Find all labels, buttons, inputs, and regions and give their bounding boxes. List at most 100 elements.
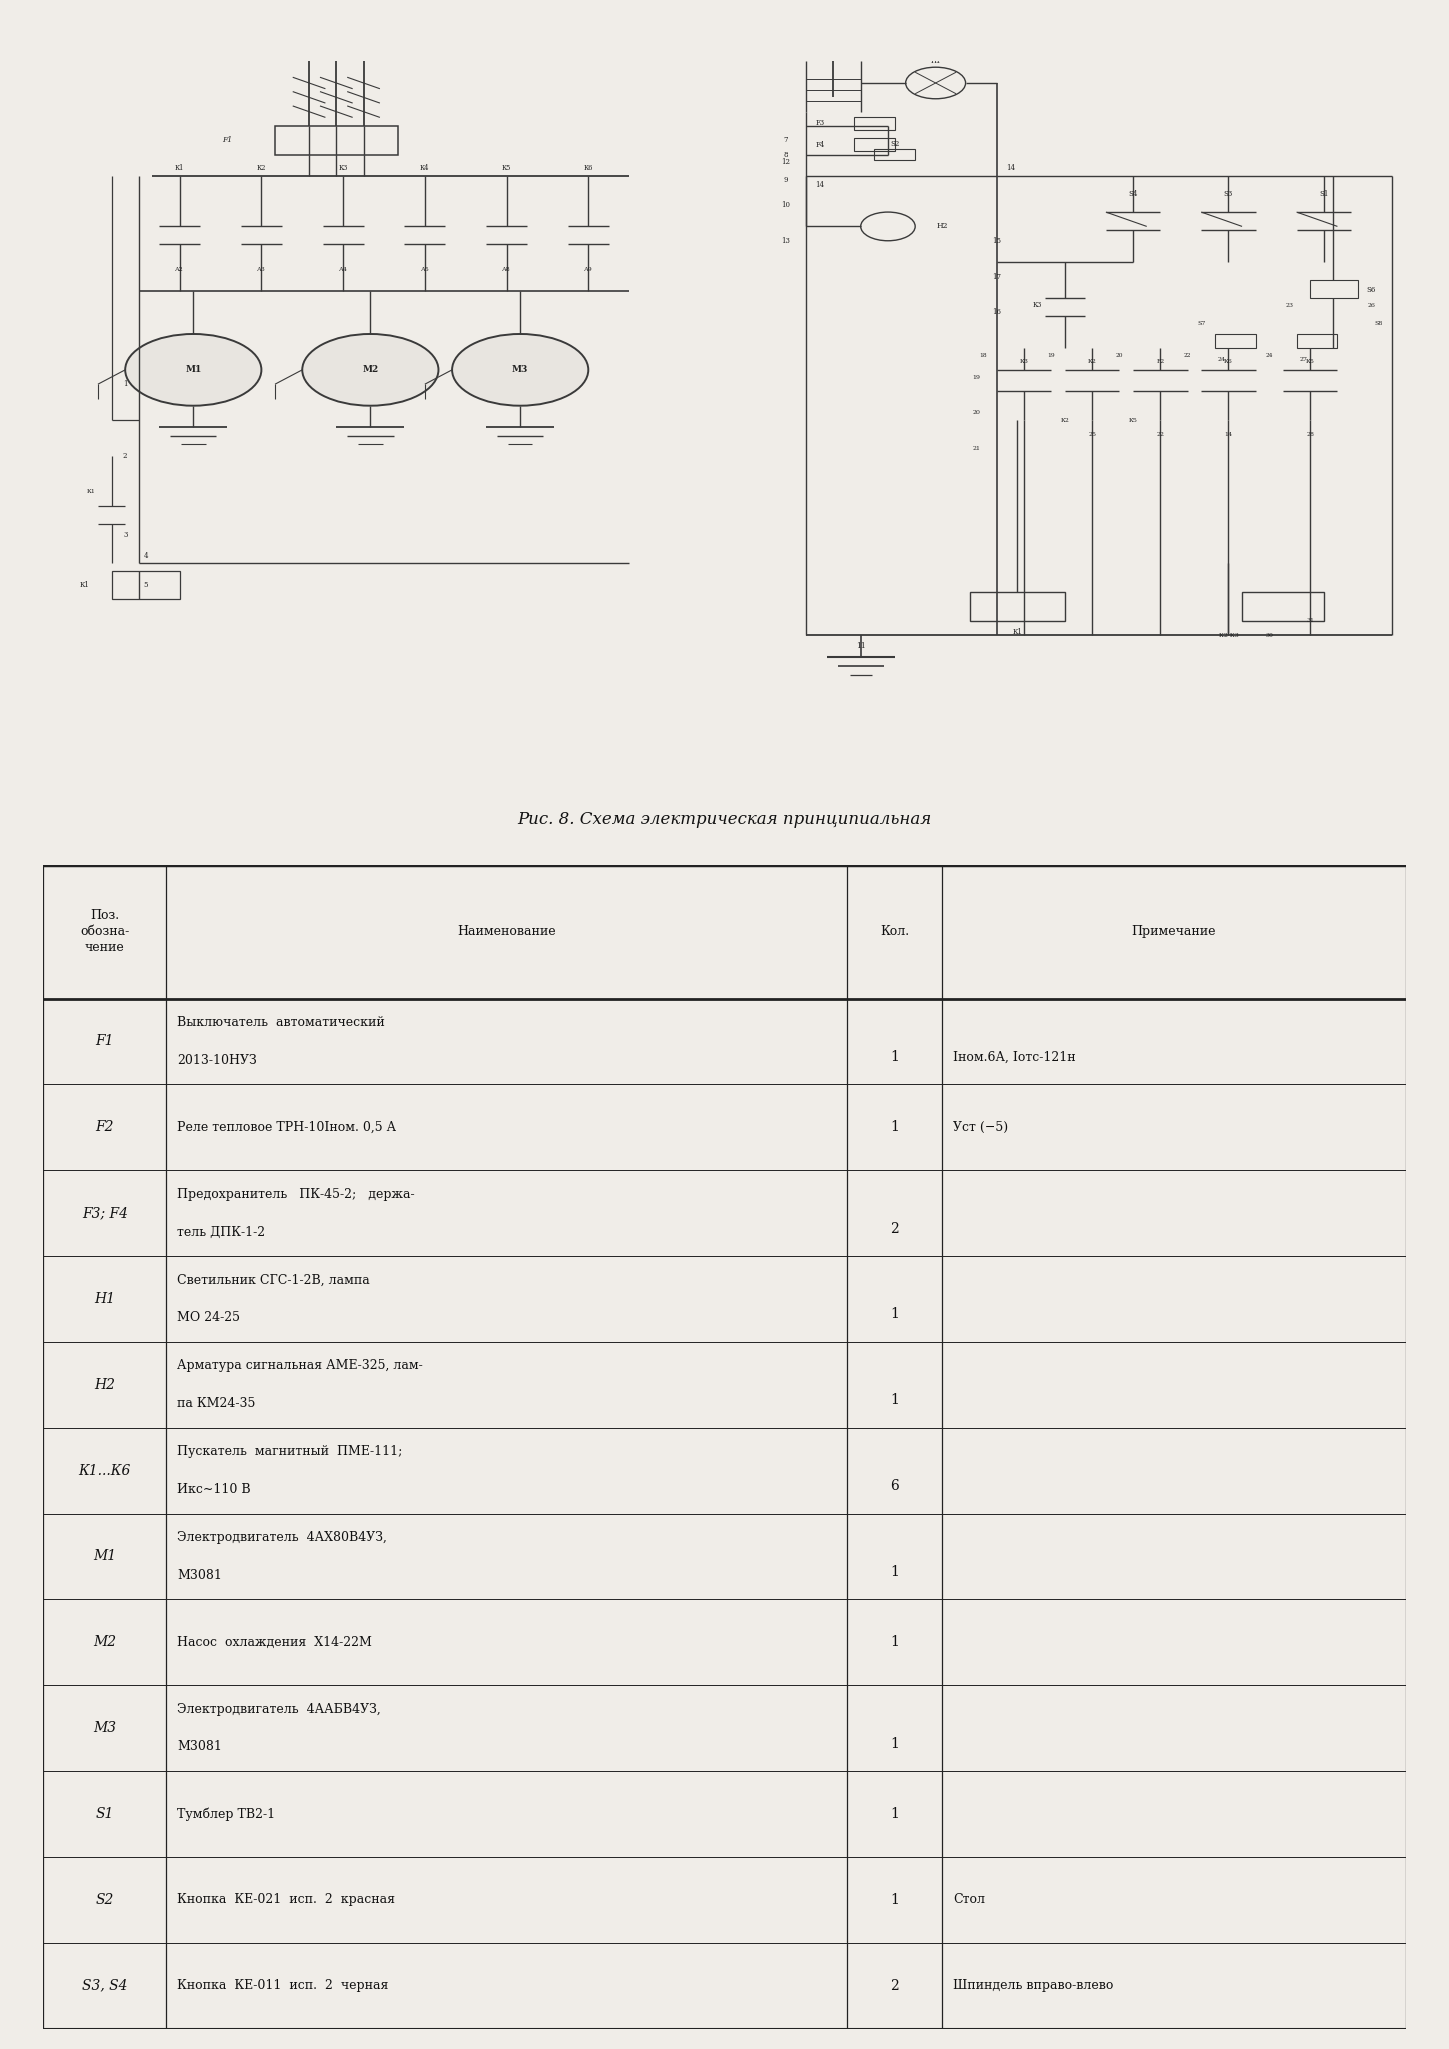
Text: 1: 1 (890, 1738, 900, 1750)
Text: К5: К5 (1306, 359, 1314, 365)
Text: 1: 1 (890, 1049, 900, 1063)
Text: 2: 2 (123, 453, 128, 459)
Text: па КМ24-35: па КМ24-35 (177, 1397, 255, 1410)
Text: М3081: М3081 (177, 1740, 222, 1754)
Text: F3: F3 (816, 119, 824, 127)
Text: 1: 1 (890, 1121, 900, 1135)
Text: 18: 18 (980, 352, 987, 359)
Text: 1: 1 (890, 1893, 900, 1908)
Text: 9: 9 (784, 176, 788, 184)
Text: H1: H1 (930, 57, 940, 66)
Text: Электродвигатель  4ААБВ4УЗ,: Электродвигатель 4ААБВ4УЗ, (177, 1703, 381, 1715)
Text: M1: M1 (93, 1549, 116, 1563)
Text: Светильник СГС-1-2В, лампа: Светильник СГС-1-2В, лампа (177, 1274, 369, 1287)
Text: К3: К3 (1020, 359, 1029, 365)
Text: H1: H1 (94, 1293, 116, 1305)
Text: К1: К1 (87, 490, 96, 494)
Text: S6: S6 (1366, 285, 1377, 293)
Text: 6: 6 (890, 1479, 900, 1494)
Text: S2: S2 (96, 1893, 114, 1908)
Text: F4: F4 (816, 141, 824, 150)
Text: 25: 25 (1088, 432, 1097, 436)
Text: 5: 5 (143, 582, 148, 588)
Bar (853, 117, 895, 129)
Text: 20: 20 (1116, 352, 1123, 359)
Text: 3: 3 (123, 531, 128, 539)
Text: 26: 26 (1368, 303, 1375, 307)
Text: К1...К6: К1...К6 (78, 1463, 130, 1477)
Text: Насос  охлаждения  Х14-22М: Насос охлаждения Х14-22М (177, 1635, 372, 1649)
Text: 17: 17 (993, 273, 1001, 281)
Text: S7: S7 (1197, 322, 1206, 326)
Text: M2: M2 (93, 1635, 116, 1649)
Text: F1: F1 (222, 137, 232, 143)
Text: F3; F4: F3; F4 (81, 1207, 128, 1219)
Text: Примечание: Примечание (1132, 924, 1216, 938)
Text: М1: М1 (185, 365, 201, 375)
Text: Выключатель  автоматический: Выключатель автоматический (177, 1016, 384, 1029)
Text: T2: T2 (849, 43, 859, 51)
Text: 1: 1 (890, 1307, 900, 1322)
Text: А2: А2 (175, 266, 184, 273)
Text: К2: К2 (1088, 359, 1097, 365)
Text: Наименование: Наименование (458, 924, 556, 938)
Text: S8: S8 (1374, 322, 1382, 326)
Text: К3: К3 (339, 164, 348, 172)
Text: 1: 1 (890, 1807, 900, 1822)
Text: Рис. 8. Схема электрическая принципиальная: Рис. 8. Схема электрическая принципиальн… (517, 811, 932, 828)
Text: 1: 1 (123, 381, 128, 387)
Text: 14: 14 (1224, 432, 1233, 436)
Text: 1: 1 (890, 1565, 900, 1580)
Text: 15: 15 (993, 238, 1001, 244)
Text: H2: H2 (94, 1377, 116, 1391)
Text: А9: А9 (584, 266, 593, 273)
Text: Шпиндель вправо-влево: Шпиндель вправо-влево (953, 1979, 1114, 1992)
Text: К5: К5 (1129, 418, 1137, 422)
Circle shape (303, 334, 439, 406)
Text: F1: F1 (96, 1035, 114, 1049)
Text: М3: М3 (511, 365, 529, 375)
Text: 12: 12 (781, 158, 790, 166)
Text: H2: H2 (936, 223, 948, 229)
Text: Кнопка  КЕ-011  исп.  2  черная: Кнопка КЕ-011 исп. 2 черная (177, 1979, 388, 1992)
Text: 19: 19 (972, 375, 981, 379)
Text: К5: К5 (501, 164, 511, 172)
Text: 24: 24 (1217, 357, 1226, 361)
Text: S3: S3 (1224, 191, 1233, 199)
Text: Предохранитель   ПК-45-2;   держа-: Предохранитель ПК-45-2; держа- (177, 1188, 414, 1201)
Bar (1310, 281, 1358, 297)
Text: Кнопка  КЕ-021  исп.  2  красная: Кнопка КЕ-021 исп. 2 красная (177, 1893, 396, 1906)
Text: 1: 1 (890, 1393, 900, 1408)
Bar (1297, 334, 1337, 348)
Text: 23: 23 (1285, 303, 1294, 307)
Text: А3: А3 (256, 266, 265, 273)
Text: 8: 8 (784, 152, 788, 158)
Text: К3: К3 (1033, 301, 1042, 309)
Text: М2: М2 (362, 365, 378, 375)
Text: 24: 24 (1265, 352, 1274, 359)
Text: 19: 19 (1048, 352, 1055, 359)
Text: F2: F2 (96, 1121, 114, 1135)
Text: S3, S4: S3, S4 (83, 1979, 128, 1992)
Text: Кол.: Кол. (880, 924, 910, 938)
Text: А4: А4 (339, 266, 348, 273)
Circle shape (125, 334, 261, 406)
Text: МО 24-25: МО 24-25 (177, 1311, 241, 1324)
Text: Тумблер ТВ2-1: Тумблер ТВ2-1 (177, 1807, 275, 1822)
Text: 1: 1 (890, 1635, 900, 1649)
Text: M3: M3 (93, 1721, 116, 1736)
Text: Iном.6А, Iотс-121н: Iном.6А, Iотс-121н (953, 1051, 1077, 1063)
Text: 27: 27 (1300, 357, 1307, 361)
Text: 7: 7 (784, 137, 788, 143)
Text: Реле тепловое ТРН-10Iном. 0,5 А: Реле тепловое ТРН-10Iном. 0,5 А (177, 1121, 396, 1133)
Text: 28: 28 (1306, 432, 1314, 436)
Bar (874, 150, 916, 160)
Text: 13: 13 (781, 238, 790, 244)
Text: 2: 2 (890, 1979, 900, 1992)
Text: 31: 31 (1306, 619, 1314, 623)
Text: Арматура сигнальная АМЕ-325, лам-: Арматура сигнальная АМЕ-325, лам- (177, 1358, 423, 1373)
Text: 2013-10НУЗ: 2013-10НУЗ (177, 1053, 256, 1068)
Text: К1: К1 (80, 582, 90, 588)
Text: S2: S2 (890, 139, 900, 148)
Bar (1242, 592, 1324, 621)
